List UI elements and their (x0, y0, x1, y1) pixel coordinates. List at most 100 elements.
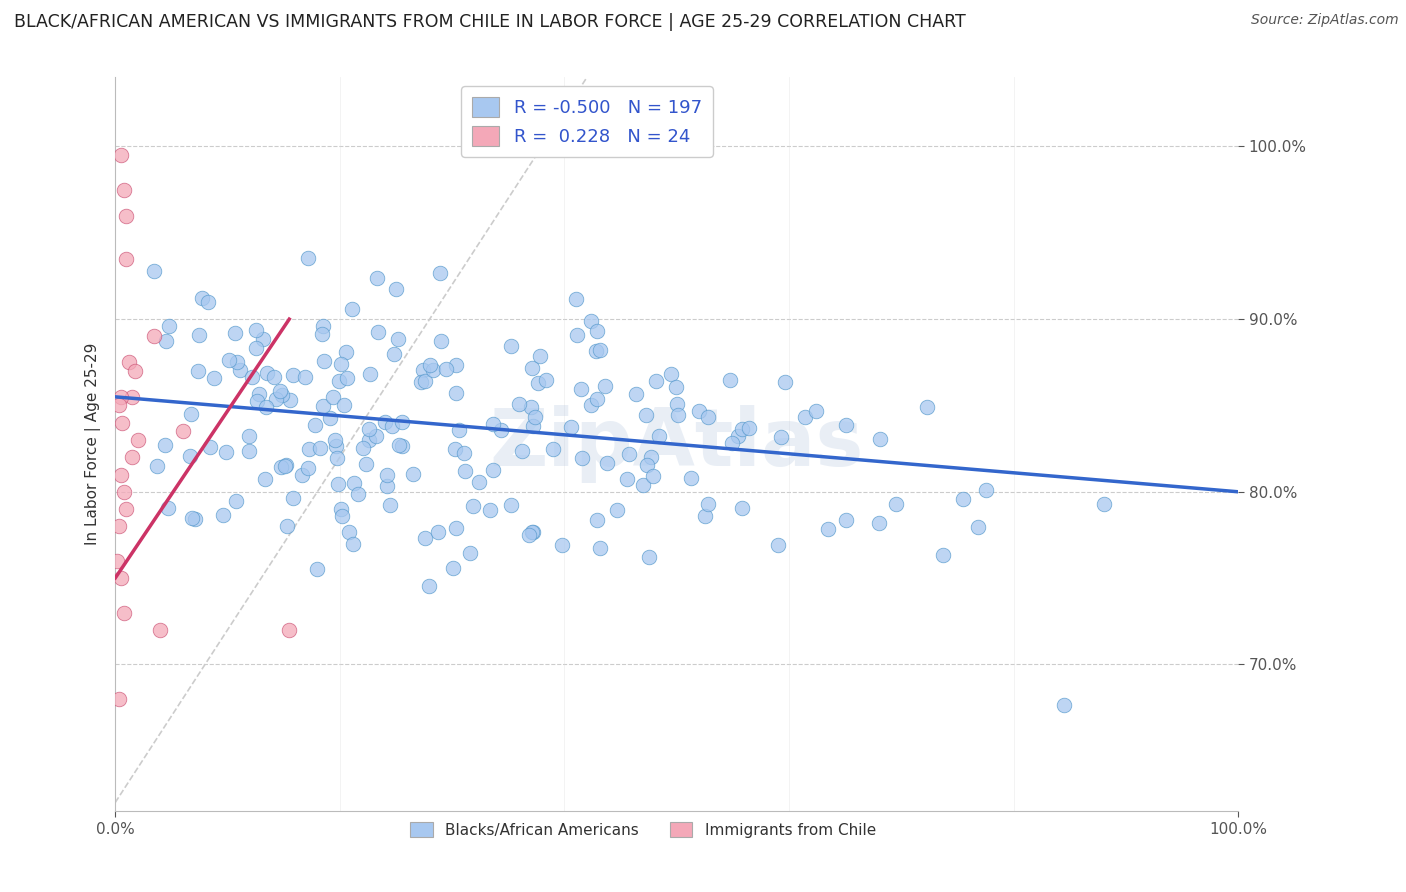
Point (643, 469, 665, 483)
Point (346, 487, 368, 501)
Point (441, 560, 464, 574)
Point (215, 445, 238, 459)
Point (297, 460, 319, 475)
Point (453, 445, 475, 459)
Point (550, 538, 572, 552)
Point (467, 475, 489, 489)
Point (585, 344, 607, 359)
Point (269, 384, 291, 398)
Point (579, 314, 602, 328)
Point (589, 541, 612, 556)
Point (617, 447, 640, 461)
Point (240, 369, 263, 384)
Point (721, 435, 744, 450)
Point (291, 468, 314, 483)
Point (444, 521, 467, 535)
Point (342, 537, 364, 551)
Point (115, 252, 138, 266)
Point (305, 562, 328, 576)
Point (422, 363, 444, 377)
Point (633, 477, 655, 491)
Point (245, 323, 267, 337)
Point (187, 364, 209, 378)
Point (238, 444, 260, 458)
Text: Source: ZipAtlas.com: Source: ZipAtlas.com (1251, 13, 1399, 28)
Point (430, 334, 453, 348)
Point (589, 343, 612, 357)
Legend: Blacks/African Americans, Immigrants from Chile: Blacks/African Americans, Immigrants fro… (404, 815, 882, 844)
Point (143, 329, 166, 343)
Point (659, 367, 682, 381)
Point (375, 467, 398, 482)
Point (283, 491, 305, 506)
Point (297, 442, 319, 456)
Point (382, 347, 405, 361)
Point (665, 397, 688, 411)
Point (429, 266, 451, 280)
Point (835, 418, 858, 433)
Point (115, 502, 138, 516)
Point (644, 374, 666, 388)
Point (489, 423, 512, 437)
Point (868, 516, 890, 530)
Point (330, 509, 353, 524)
Point (270, 459, 292, 474)
Point (218, 352, 240, 367)
Point (524, 409, 547, 424)
Point (385, 282, 408, 296)
Point (107, 399, 129, 413)
Point (391, 439, 413, 453)
Point (319, 411, 342, 425)
Point (593, 379, 616, 393)
Point (766, 538, 789, 552)
Point (696, 409, 718, 424)
Point (413, 375, 436, 389)
Point (149, 623, 172, 637)
Point (884, 497, 907, 511)
Point (107, 554, 129, 568)
Point (278, 623, 301, 637)
Point (245, 341, 267, 355)
Point (388, 437, 411, 451)
Point (271, 388, 294, 402)
Point (325, 439, 347, 453)
Point (638, 549, 661, 564)
Point (1053, 698, 1076, 713)
Point (688, 404, 710, 418)
Point (225, 354, 247, 368)
Point (522, 525, 544, 540)
Point (478, 503, 501, 517)
Point (693, 508, 716, 523)
Point (180, 407, 202, 421)
Point (354, 457, 377, 471)
Point (793, 409, 815, 424)
Point (266, 392, 288, 406)
Point (352, 441, 374, 455)
Point (869, 432, 891, 446)
Point (247, 386, 270, 401)
Point (110, 571, 132, 585)
Point (391, 415, 413, 429)
Point (110, 390, 132, 404)
Point (191, 291, 214, 305)
Point (520, 400, 543, 414)
Point (330, 357, 353, 371)
Point (184, 512, 207, 526)
Point (274, 459, 297, 474)
Point (328, 374, 350, 388)
Point (359, 434, 381, 448)
Point (585, 392, 607, 407)
Point (413, 532, 436, 546)
Point (143, 263, 166, 277)
Point (121, 390, 143, 404)
Point (387, 332, 409, 346)
Point (309, 441, 332, 455)
Point (146, 459, 169, 474)
Point (118, 355, 141, 369)
Point (581, 398, 603, 412)
Point (412, 363, 434, 377)
Point (952, 492, 974, 507)
Point (172, 425, 194, 439)
Point (312, 319, 335, 334)
Point (157, 319, 180, 334)
